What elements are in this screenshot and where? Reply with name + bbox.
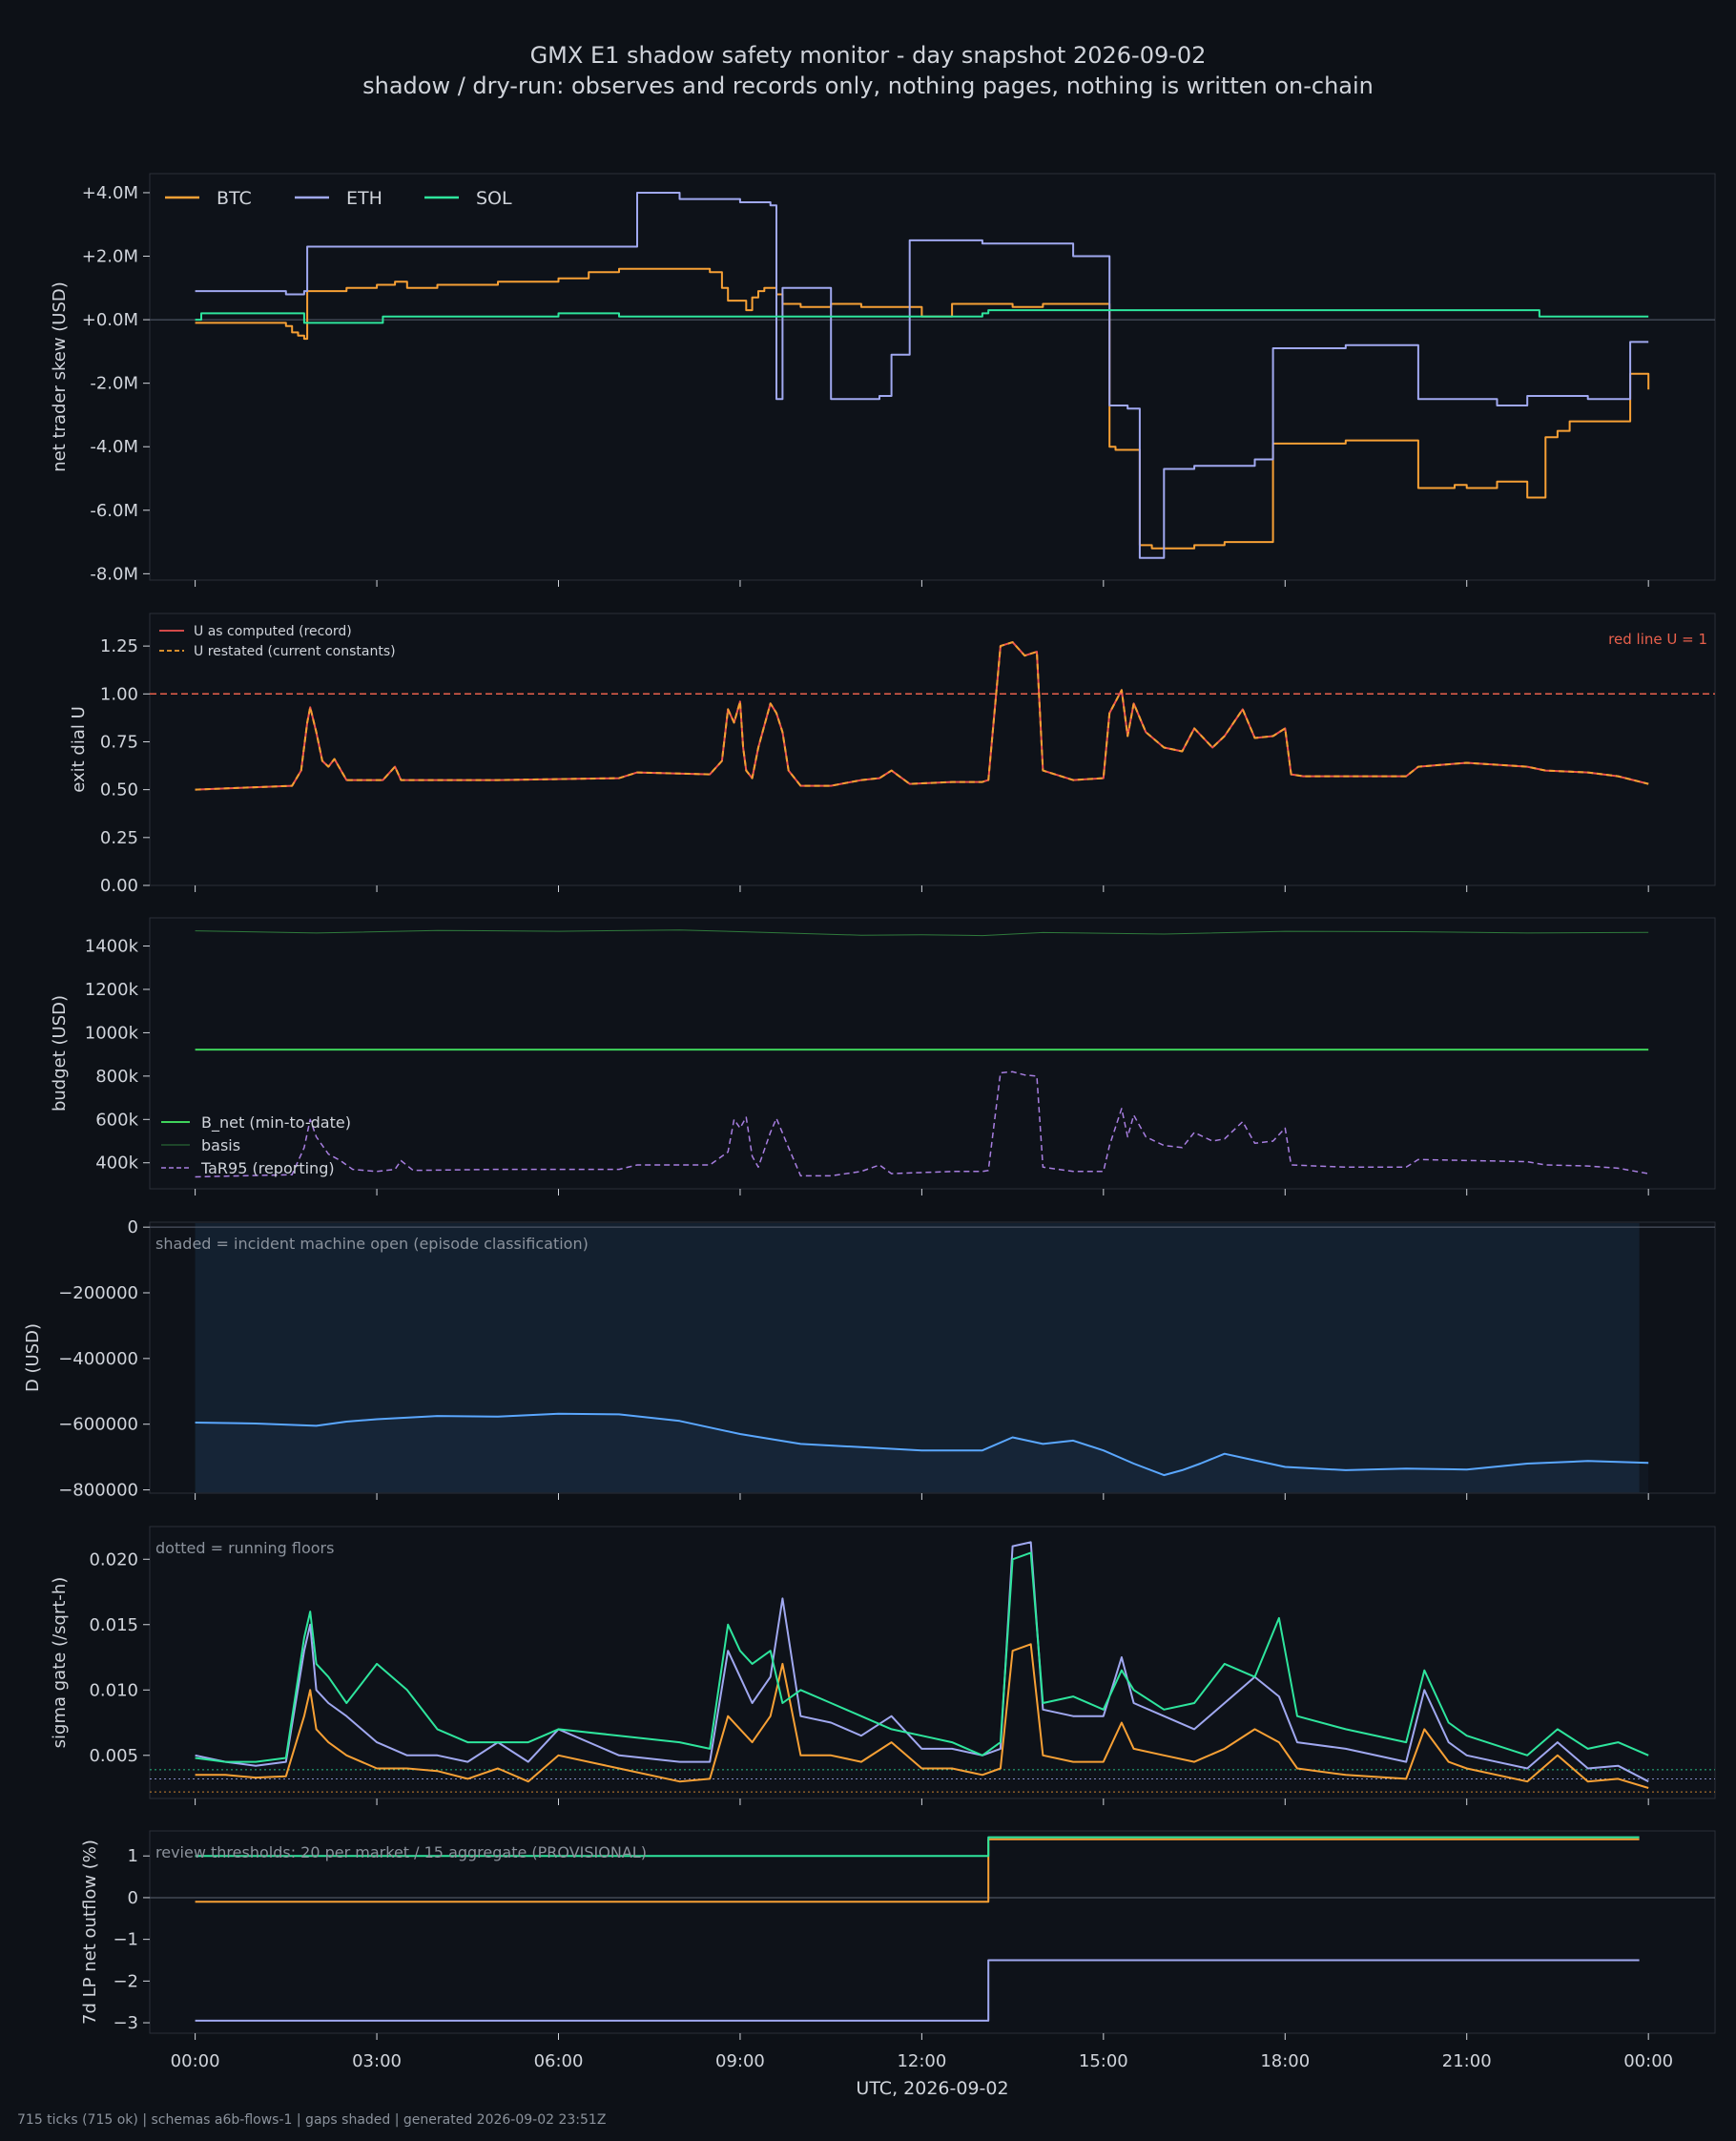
legend-label: ETH	[346, 188, 382, 209]
y-tick-label: +2.0M	[82, 247, 138, 267]
series-line-d	[195, 1412, 1649, 1477]
y-axis-label: exit dial U	[69, 706, 89, 793]
y-axis-label: 7d LP net outflow (%)	[80, 1840, 100, 2025]
y-tick-label: -6.0M	[90, 501, 138, 521]
y-tick-label: -2.0M	[90, 374, 138, 394]
y-tick-label: -8.0M	[90, 564, 138, 584]
x-axis-label: UTC, 2026-09-02	[856, 2078, 1008, 2099]
y-tick-label: +0.0M	[82, 310, 138, 330]
x-tick-label: 09:00	[715, 2051, 765, 2071]
series-line-tar95-reporting-	[195, 1070, 1649, 1178]
legend-label: TaR95 (reporting)	[200, 1159, 335, 1177]
y-tick-label: 1400k	[85, 937, 139, 957]
y-tick-label: 1.00	[100, 684, 138, 704]
y-tick-label: 600k	[95, 1110, 138, 1130]
x-tick-label: 03:00	[352, 2051, 402, 2071]
y-axis-label: net trader skew (USD)	[50, 281, 70, 472]
panel-budget: 400k 600k 800k 1000k 1200k 1400k budget (USD) B…	[50, 917, 1716, 1195]
panel-annotation: dotted = running floors	[155, 1539, 334, 1557]
x-tick-label: 06:00	[534, 2051, 584, 2071]
x-tick-label: 21:00	[1442, 2051, 1492, 2071]
legend-label: U restated (current constants)	[194, 644, 396, 659]
chart-title: GMX E1 shadow safety monitor - day snaps…	[530, 42, 1207, 69]
y-tick-label: 0.010	[89, 1680, 138, 1700]
y-tick-label: 0.00	[100, 876, 138, 896]
x-tick-label: 12:00	[897, 2051, 946, 2071]
y-tick-label: -4.0M	[90, 437, 138, 457]
panel-frame	[149, 613, 1716, 886]
series-line-sol	[195, 1551, 1649, 1763]
series-line-u-restated-current-constants-	[195, 641, 1649, 791]
legend-label: SOL	[476, 188, 512, 209]
panel-frame	[149, 1526, 1716, 1799]
chart-footer: 715 ticks (715 ok) | schemas a6b-flows-1…	[17, 2112, 606, 2128]
legend-label: U as computed (record)	[194, 624, 352, 639]
y-tick-label: −2	[113, 1971, 138, 1991]
legend-label: B_net (min-to-date)	[201, 1113, 351, 1133]
y-tick-label: 0.25	[100, 828, 138, 848]
panel-sigma_gate: 0.005 0.010 0.015 0.020 sigma gate (/sqrt-h)…	[50, 1526, 1716, 1805]
y-tick-label: 1.25	[100, 636, 138, 656]
y-tick-label: 1000k	[85, 1023, 139, 1043]
y-tick-label: 1	[128, 1846, 138, 1866]
y-tick-label: 0.75	[100, 732, 138, 752]
panel-drawdown: 0 −200000 −400000 −600000 −800000 D (USD) shad…	[23, 1217, 1716, 1501]
series-line-sol	[195, 1836, 1640, 1858]
y-tick-label: 0	[128, 1217, 138, 1237]
panel-annotation: review thresholds: 20 per market / 15 ag…	[155, 1843, 647, 1861]
y-tick-label: 0.50	[100, 780, 138, 800]
y-tick-label: 0.020	[89, 1549, 138, 1569]
y-tick-label: −400000	[58, 1349, 138, 1369]
legend-label: BTC	[217, 188, 252, 209]
series-line-btc	[195, 1643, 1649, 1789]
series-line-btc	[195, 267, 1650, 550]
y-tick-label: −600000	[58, 1415, 138, 1435]
series-area	[195, 1413, 1649, 1493]
x-tick-label: 00:00	[1623, 2051, 1673, 2071]
y-tick-label: +4.0M	[82, 183, 138, 203]
panel-annotation: shaded = incident machine open (episode …	[155, 1235, 589, 1253]
series-line-btc	[195, 1838, 1640, 1903]
y-tick-label: −200000	[58, 1283, 138, 1303]
panel-frame	[149, 173, 1716, 581]
y-axis-label: D (USD)	[23, 1323, 43, 1392]
x-tick-label: 15:00	[1079, 2051, 1128, 2071]
series-line-eth	[195, 1541, 1649, 1783]
y-tick-label: −1	[113, 1930, 138, 1950]
chart-subtitle: shadow / dry-run: observes and records o…	[362, 73, 1374, 99]
y-axis-label: sigma gate (/sqrt-h)	[50, 1577, 70, 1749]
y-tick-label: 0	[128, 1888, 138, 1908]
y-axis-label: budget (USD)	[50, 995, 70, 1112]
series-line-basis	[195, 929, 1649, 937]
panel-frame	[149, 1830, 1716, 2034]
y-tick-label: −3	[113, 2013, 138, 2033]
y-tick-label: 800k	[95, 1067, 138, 1087]
series-line-sol	[195, 309, 1649, 324]
y-tick-label: 1200k	[85, 980, 139, 1000]
y-tick-label: 0.015	[89, 1615, 138, 1635]
y-tick-label: 400k	[95, 1154, 138, 1174]
redline-label: red line U = 1	[1608, 631, 1707, 648]
panel-frame	[149, 917, 1716, 1190]
panel-exit_dial: 0.00 0.25 0.50 0.75 1.00 1.25 red line U = 1 ex…	[69, 613, 1716, 896]
panel-lp_outflow: 1 0 −1 −2 −3 7d LP net outflow (%) review thre…	[80, 1830, 1716, 2099]
y-tick-label: −800000	[58, 1481, 138, 1501]
x-tick-label: 18:00	[1260, 2051, 1310, 2071]
incident-shade	[195, 1223, 1640, 1492]
panel-skew: +4.0M +2.0M +0.0M -2.0M -4.0M -6.0M -8.0M net t…	[50, 173, 1716, 587]
x-tick-label: 00:00	[171, 2051, 220, 2071]
legend-label: basis	[201, 1136, 240, 1154]
series-line-eth	[195, 1959, 1640, 2022]
y-tick-label: 0.005	[89, 1746, 138, 1766]
series-line-eth	[195, 192, 1649, 559]
